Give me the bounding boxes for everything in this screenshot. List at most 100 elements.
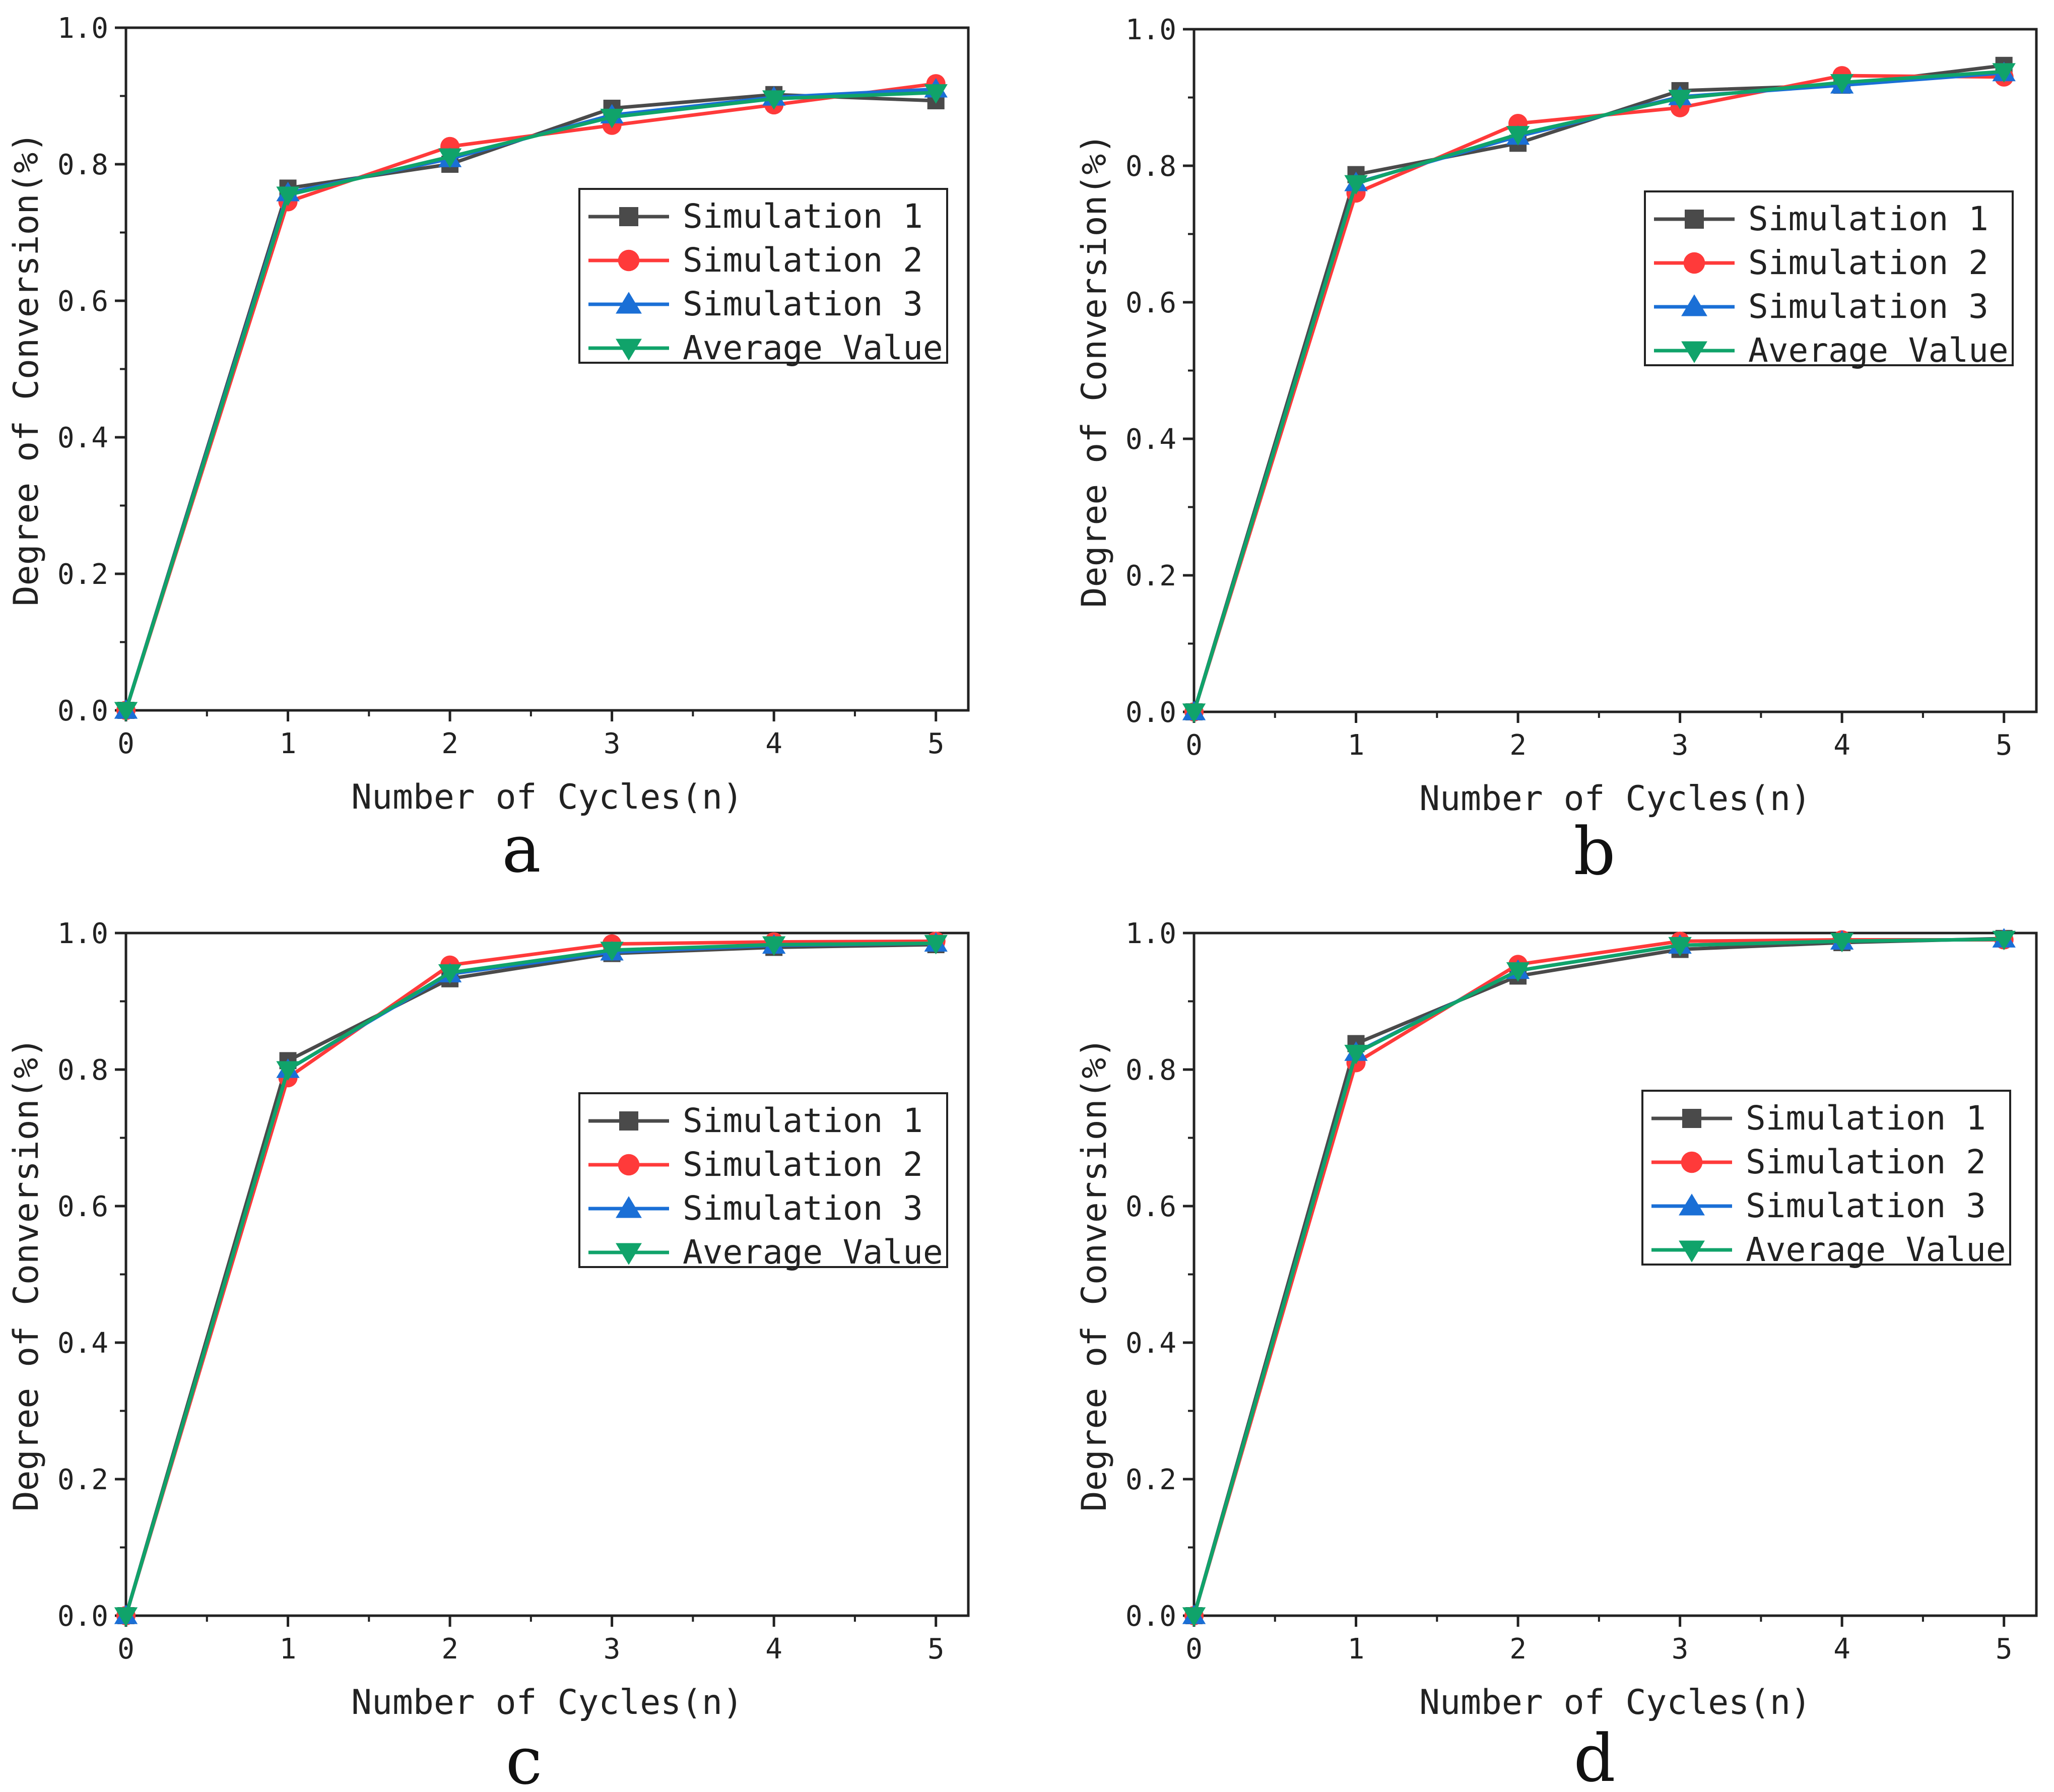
series-line-1 <box>124 943 936 1616</box>
legend-label: Simulation 1 <box>1748 200 1989 238</box>
y-tick-label: 0.6 <box>57 285 108 318</box>
x-tick-label: 4 <box>1833 1633 1850 1666</box>
legend-marker <box>1682 1109 1701 1128</box>
legend-entry: Average Value <box>1654 331 2009 370</box>
chart-panel-b: 0.0 0.2 0.4 0.6 0.8 1.0 0 1 2 3 4 5 Number of Cycles… <box>1075 14 2038 890</box>
data-point <box>1182 703 1206 723</box>
data-point <box>438 148 462 168</box>
chart-panel-d: 0.0 0.2 0.4 0.6 0.8 1.0 0 1 2 3 4 5 Number of Cycles… <box>1075 917 2038 1792</box>
y-tick-label: 0.8 <box>1125 150 1176 183</box>
legend-marker <box>1683 252 1705 274</box>
legend-label: Simulation 3 <box>683 285 923 323</box>
data-point <box>1344 1044 1368 1065</box>
x-tick-label: 0 <box>117 1633 135 1666</box>
data-point <box>600 108 624 128</box>
y-axis-title: Degree of Conversion(%) <box>7 132 46 607</box>
y-tick-label: 0.8 <box>57 1054 108 1087</box>
legend-label: Simulation 1 <box>683 197 923 236</box>
legend-label: Simulation 1 <box>1746 1099 1986 1138</box>
legend-entry: Simulation 1 <box>588 197 923 236</box>
legend-entry: Simulation 2 <box>588 1145 923 1184</box>
chart-panel-a: 0.0 0.2 0.4 0.6 0.8 1.0 0 1 2 3 4 5 Number of Cycles… <box>7 12 970 887</box>
y-tick-label: 0.0 <box>1125 1600 1176 1633</box>
legend-marker <box>616 1243 642 1265</box>
data-point <box>600 942 624 961</box>
x-tick-label: 0 <box>1185 1633 1203 1666</box>
series-line-1 <box>124 93 936 711</box>
series-line-4 <box>124 91 936 711</box>
y-tick-label: 1.0 <box>1125 917 1176 950</box>
data-point <box>924 84 948 104</box>
x-axis-title: Number of Cycles(n) <box>351 777 743 817</box>
data-point <box>1182 1607 1206 1627</box>
legend-entry: Simulation 3 <box>1654 287 1989 326</box>
plot-frame <box>124 932 970 1617</box>
series-line-3 <box>1192 937 2004 1616</box>
data-point <box>1830 74 1854 94</box>
legend-label: Simulation 2 <box>1746 1143 1986 1181</box>
legend-entry: Simulation 2 <box>1654 243 1989 282</box>
series-line-4 <box>1192 70 2004 713</box>
y-tick-label: 0.4 <box>57 1327 108 1360</box>
data-point <box>924 935 948 955</box>
data-point <box>1992 63 2016 83</box>
legend: Simulation 1 Simulation 2 Simulation 3 Aver… <box>1644 190 2014 370</box>
series-line-3 <box>124 87 936 711</box>
y-axis-title: Degree of Conversion(%) <box>1075 1037 1114 1512</box>
panel-label: b <box>1573 813 1615 890</box>
plot-frame <box>1192 28 2038 713</box>
x-tick-label: 4 <box>1833 729 1850 762</box>
legend-marker <box>619 207 638 226</box>
y-tick-label: 0.4 <box>57 422 108 454</box>
data-point <box>1992 931 2016 951</box>
plot-frame <box>1192 932 2038 1617</box>
y-tick-label: 0.6 <box>57 1190 108 1223</box>
series-line-3 <box>124 941 936 1616</box>
legend: Simulation 1 Simulation 2 Simulation 3 Aver… <box>578 1092 948 1272</box>
legend-entry: Simulation 1 <box>1651 1099 1986 1138</box>
data-point <box>1668 90 1692 109</box>
series-line-3 <box>1192 71 2004 713</box>
legend-label: Average Value <box>683 328 943 367</box>
legend-entry: Average Value <box>588 1233 943 1272</box>
data-point <box>1344 175 1368 195</box>
series-line-2 <box>1192 938 2004 1616</box>
x-axis-title: Number of Cycles(n) <box>351 1683 743 1722</box>
legend-label: Simulation 3 <box>1748 287 1989 326</box>
x-tick-label: 2 <box>441 727 458 760</box>
x-tick-label: 3 <box>1672 729 1689 762</box>
legend-marker <box>616 292 642 314</box>
x-tick-label: 3 <box>1672 1633 1689 1666</box>
y-tick-label: 1.0 <box>1125 14 1176 46</box>
x-tick-label: 5 <box>1996 1633 2013 1666</box>
series-line-2 <box>124 939 936 1617</box>
legend-label: Average Value <box>1746 1230 2006 1269</box>
x-axis-title: Number of Cycles(n) <box>1419 1683 1811 1722</box>
legend-entry: Simulation 2 <box>1651 1143 1986 1181</box>
panel-label: c <box>506 1722 543 1792</box>
legend-entry: Simulation 3 <box>588 1189 923 1228</box>
legend-marker <box>1685 210 1704 229</box>
x-tick-label: 2 <box>441 1633 458 1666</box>
series-line-4 <box>1192 937 2004 1616</box>
y-tick-label: 0.8 <box>1125 1054 1176 1087</box>
legend-entry: Simulation 1 <box>588 1101 923 1140</box>
legend-label: Simulation 2 <box>1748 243 1989 282</box>
legend-marker <box>1679 1193 1705 1216</box>
x-tick-label: 4 <box>765 727 782 760</box>
legend-marker <box>1681 1151 1703 1173</box>
legend-label: Simulation 2 <box>683 1145 923 1184</box>
series-line-1 <box>1192 63 2005 713</box>
legend: Simulation 1 Simulation 2 Simulation 3 Aver… <box>1641 1090 2011 1269</box>
data-point <box>1830 933 1854 953</box>
y-tick-label: 1.0 <box>57 12 108 45</box>
x-tick-label: 0 <box>117 727 135 760</box>
y-tick-label: 0.8 <box>57 149 108 181</box>
data-point <box>1506 962 1530 982</box>
legend-marker <box>1681 294 1707 316</box>
data-point <box>1668 937 1692 957</box>
legend-frame <box>1644 190 2014 366</box>
data-point <box>276 1061 300 1081</box>
data-point <box>276 186 300 207</box>
